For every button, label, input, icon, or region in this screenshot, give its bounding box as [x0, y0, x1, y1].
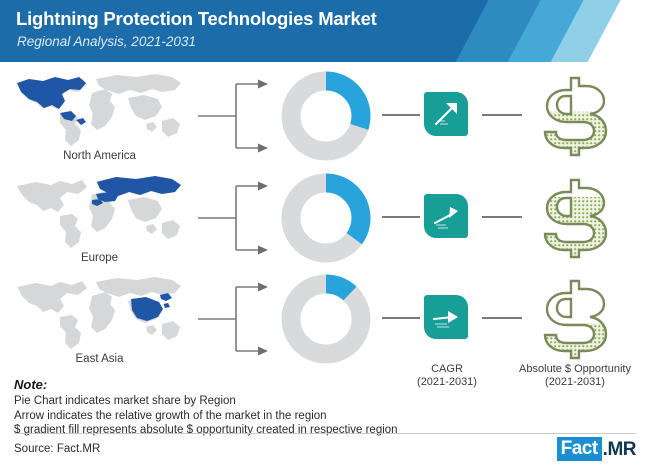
column-label-cagr-line1: CAGR	[431, 363, 463, 375]
region-label-east-asia: East Asia	[75, 353, 124, 365]
link-line-donut-to-cagr-ea	[382, 317, 420, 319]
note-line-2: Arrow indicates the relative growth of t…	[14, 409, 327, 422]
source-text: Source: Fact.MR	[14, 443, 101, 455]
link-line-donut-to-cagr-eu	[382, 216, 420, 218]
dollar-opportunity-icon-europe	[534, 176, 616, 260]
region-row-europe: Europe	[0, 172, 650, 272]
donut-chart-europe	[278, 170, 374, 266]
column-label-absolute-line1: Absolute $ Opportunity	[519, 363, 631, 375]
region-row-north-america: North America	[0, 70, 650, 170]
map-highlight-east-asia	[131, 293, 172, 321]
connector-bracket-north-america	[196, 70, 282, 162]
world-map-europe	[12, 172, 187, 254]
page-subtitle: Regional Analysis, 2021-2031	[17, 34, 196, 49]
logo-mr-text: .MR	[602, 438, 637, 460]
dollar-opportunity-icon-east-asia	[534, 277, 616, 361]
connector-bracket-europe	[196, 172, 282, 264]
note-block: Note: Pie Chart indicates market share b…	[14, 377, 484, 438]
region-row-east-asia: East Asia	[0, 273, 650, 373]
region-label-north-america: North America	[63, 150, 136, 162]
connector-bracket-east-asia	[196, 273, 282, 365]
cagr-arrow-tile-east-asia	[424, 295, 468, 339]
dollar-opportunity-icon-north-america	[534, 74, 616, 158]
column-label-absolute-line2: (2021-2031)	[545, 376, 605, 388]
factmr-logo: Fact .MR	[556, 437, 637, 461]
note-line-1: Pie Chart indicates market share by Regi…	[14, 395, 236, 407]
column-label-cagr: CAGR (2021-2031)	[392, 363, 502, 389]
note-title: Note:	[14, 377, 48, 392]
region-label-europe: Europe	[80, 252, 119, 264]
link-line-cagr-to-dollar-ea	[482, 317, 522, 319]
cagr-arrow-tile-north-america	[424, 92, 468, 136]
link-line-donut-to-cagr-na	[382, 114, 420, 116]
donut-chart-north-america	[278, 68, 374, 164]
map-highlight-north-america	[17, 77, 86, 125]
world-map-north-america	[12, 70, 187, 152]
page-title: Lightning Protection Technologies Market	[16, 8, 377, 29]
column-label-absolute-opportunity: Absolute $ Opportunity (2021-2031)	[500, 363, 650, 389]
link-line-cagr-to-dollar-na	[482, 114, 522, 116]
donut-chart-east-asia	[278, 271, 374, 367]
link-line-cagr-to-dollar-eu	[482, 216, 522, 218]
note-line-3: $ gradient fill represents absolute $ op…	[14, 424, 398, 436]
world-map-east-asia	[12, 273, 187, 355]
logo-fact-text: Fact	[556, 437, 602, 461]
header-banner: Lightning Protection Technologies Market…	[0, 0, 650, 62]
footer-divider	[14, 433, 636, 434]
map-highlight-europe	[92, 176, 181, 206]
cagr-arrow-tile-europe	[424, 194, 468, 238]
column-label-cagr-line2: (2021-2031)	[417, 376, 477, 388]
